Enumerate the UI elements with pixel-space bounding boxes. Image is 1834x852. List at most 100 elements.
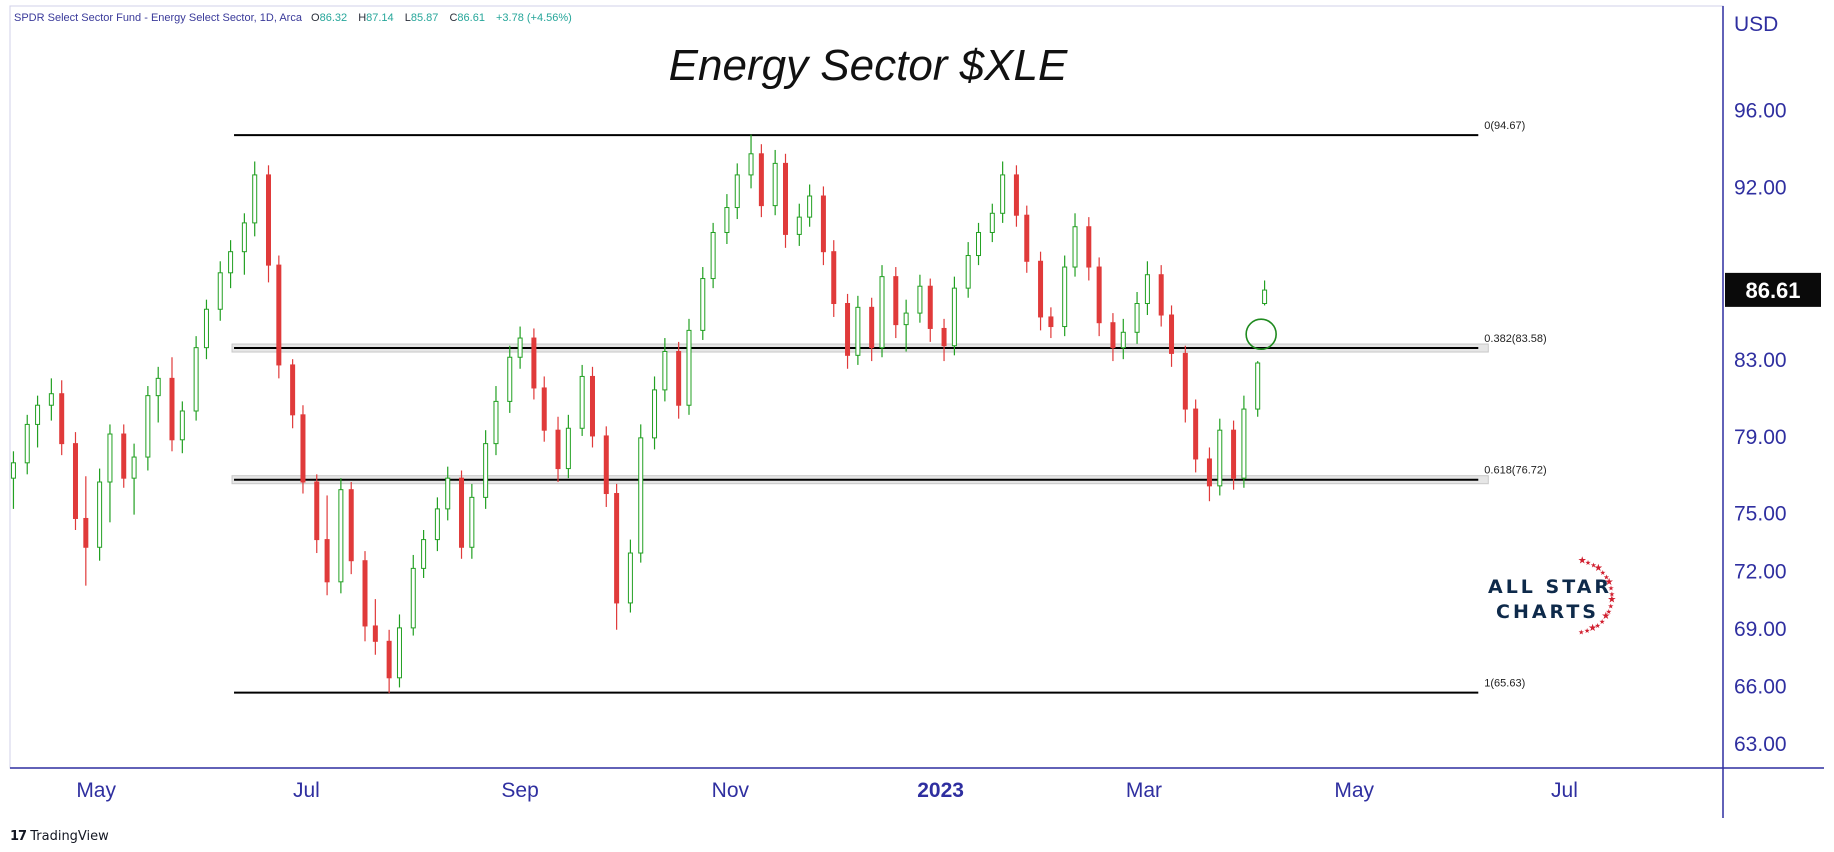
candle-body	[469, 496, 475, 548]
logo-line1: ALL STAR	[1488, 576, 1612, 598]
candle	[121, 424, 127, 488]
candle	[217, 261, 223, 321]
candle-body	[24, 423, 30, 464]
y-tick-label: 69.00	[1734, 618, 1787, 641]
x-tick-label: Nov	[712, 779, 750, 802]
candle	[855, 295, 861, 365]
candle	[1120, 318, 1126, 360]
price-axis-ticks: 96.00 92.00 83.00 79.00 75.00 72.00 69.00 66.00…	[1734, 100, 1787, 756]
candle	[565, 414, 571, 479]
candle	[396, 614, 402, 688]
candle-body	[734, 174, 740, 209]
low-value: 85.87	[410, 12, 439, 24]
candle	[772, 149, 778, 216]
candle	[903, 299, 909, 352]
candle-body	[193, 347, 199, 412]
candle-body	[917, 285, 923, 314]
candle	[976, 222, 982, 266]
candle	[1206, 447, 1212, 502]
x-tick-label: Jul	[1551, 779, 1578, 802]
y-tick-label: 75.00	[1734, 503, 1787, 526]
candle	[459, 470, 465, 559]
candle-body	[758, 153, 764, 207]
candle-body	[941, 327, 947, 347]
candle	[541, 376, 547, 442]
candle-body	[1120, 331, 1126, 349]
candle-body	[1110, 322, 1116, 349]
close-label: C	[449, 12, 458, 24]
candle	[324, 495, 330, 596]
candle	[796, 203, 802, 246]
fib-level-label: 0(94.67)	[1484, 120, 1525, 132]
candle-body	[252, 174, 258, 224]
x-tick-label: Jul	[293, 779, 320, 802]
y-tick-label: 83.00	[1734, 349, 1787, 372]
candle-body	[83, 517, 89, 548]
candle-body	[1144, 274, 1150, 305]
candle-body	[1000, 174, 1006, 214]
star-icon: ★	[1603, 574, 1609, 582]
fib-level-label: 1(65.63)	[1484, 678, 1525, 690]
star-icon: ★	[1578, 556, 1587, 567]
candle	[869, 297, 875, 362]
candle	[845, 293, 851, 369]
candle-body	[1169, 314, 1175, 354]
candle-body	[228, 251, 234, 274]
candle-body	[348, 489, 354, 562]
candle	[1144, 261, 1150, 316]
candle-body	[421, 539, 427, 569]
candle-body	[748, 153, 754, 176]
candle-body	[1072, 226, 1078, 268]
candle-body	[507, 356, 513, 402]
candle	[1182, 345, 1188, 423]
candle	[421, 529, 427, 578]
candle-body	[855, 306, 861, 356]
candle-body	[627, 552, 633, 604]
x-tick-label: Mar	[1126, 779, 1162, 802]
candle-body	[603, 435, 609, 495]
candle-body	[179, 410, 185, 441]
candlestick-series	[10, 134, 1268, 694]
currency-label: USD	[1734, 13, 1778, 36]
candle	[662, 338, 668, 402]
change-value: +3.78 (+4.56%)	[496, 12, 572, 24]
candle-body	[614, 493, 620, 604]
candle-body	[869, 306, 875, 349]
candle	[434, 497, 440, 552]
candle-body	[1086, 226, 1092, 268]
star-icon: ★	[1590, 562, 1596, 570]
candle	[879, 265, 885, 358]
star-icon: ★	[1608, 602, 1614, 610]
candle	[241, 213, 247, 275]
x-tick-label: May	[76, 779, 116, 802]
candle-body	[879, 276, 885, 349]
candle-body	[579, 375, 585, 429]
candle-body	[10, 462, 16, 479]
star-icon: ★	[1594, 563, 1603, 574]
candle-body	[155, 377, 161, 397]
candle-body	[965, 255, 971, 289]
time-axis-ticks: May Jul Sep Nov 2023 Mar May Jul	[76, 779, 1578, 802]
candle-body	[1193, 408, 1199, 460]
candle	[965, 242, 971, 298]
star-icon: ★	[1605, 577, 1614, 588]
candle	[35, 395, 41, 448]
candle-body	[807, 195, 813, 218]
candle	[1096, 257, 1102, 337]
high-label: H	[358, 12, 367, 24]
candle-body	[1096, 266, 1102, 324]
y-tick-label: 96.00	[1734, 100, 1787, 123]
y-tick-label: 92.00	[1734, 176, 1787, 199]
y-tick-label: 63.00	[1734, 733, 1787, 756]
symbol-header: SPDR Select Sector Fund - Energy Select …	[14, 12, 572, 24]
candle	[638, 424, 644, 563]
candle	[927, 278, 933, 342]
star-icon: ★	[1601, 611, 1610, 622]
candle	[290, 359, 296, 429]
candle	[252, 161, 258, 237]
star-icon: ★	[1585, 559, 1591, 567]
x-tick-label: Sep	[501, 779, 538, 802]
candle-body	[531, 337, 537, 389]
tradingview-watermark[interactable]: 17 TradingView	[10, 829, 109, 844]
